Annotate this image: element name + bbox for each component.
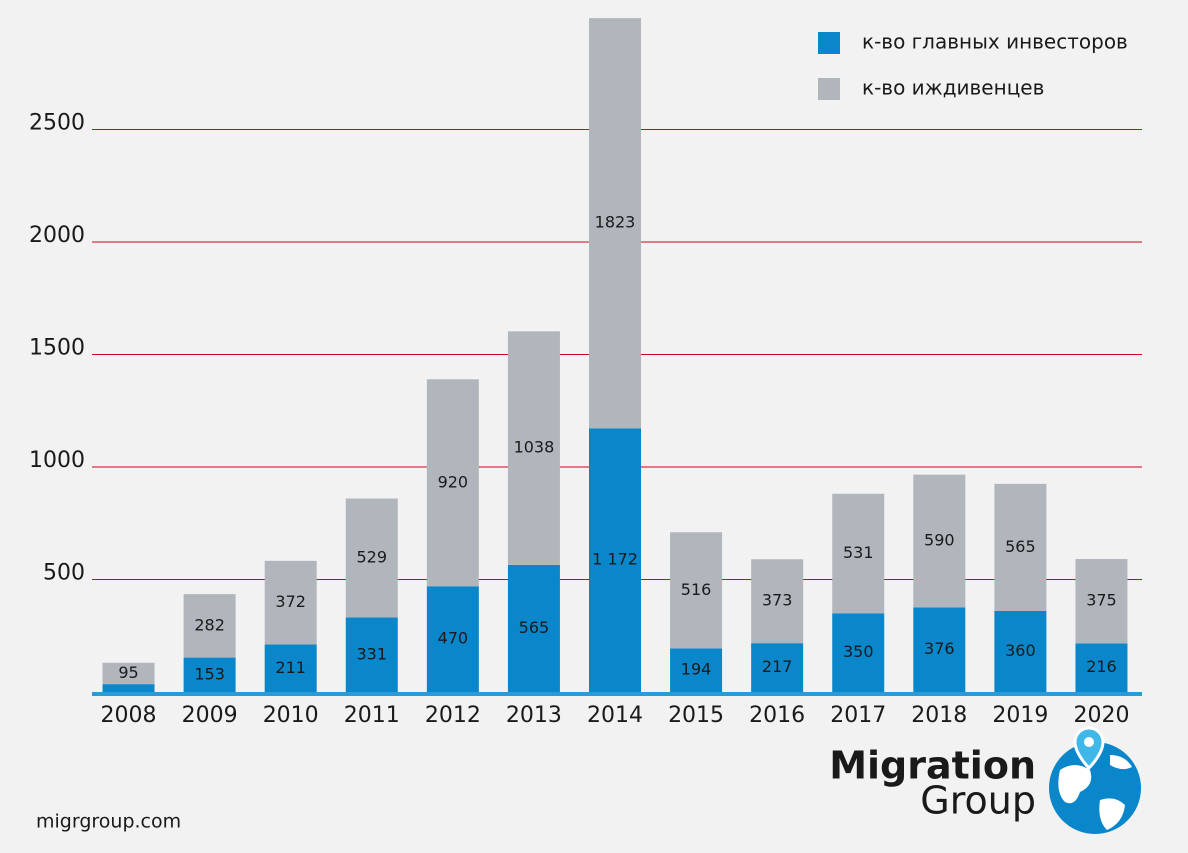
- value-label: 373: [762, 591, 793, 610]
- bar-segment: [507, 331, 560, 565]
- x-tick-label: 2020: [1073, 703, 1129, 728]
- bar-segment: [832, 493, 885, 614]
- bar-segment: [589, 18, 641, 429]
- x-tick-label: 2011: [344, 703, 400, 728]
- value-label: 331: [356, 644, 387, 663]
- value-label: 95: [118, 663, 138, 682]
- bar-segment: [507, 564, 560, 692]
- value-label: 1038: [514, 438, 555, 457]
- x-tick-label: 2014: [587, 703, 643, 728]
- value-label: 1823: [595, 213, 636, 232]
- value-label: 216: [1086, 657, 1117, 676]
- bar-segment: [1075, 643, 1128, 692]
- bar-segment: [670, 648, 723, 692]
- value-label: 376: [924, 639, 955, 658]
- x-tick-label: 2008: [101, 703, 157, 728]
- bar-segment: [1075, 559, 1128, 644]
- value-label: 153: [194, 664, 225, 683]
- x-tick-label: 2019: [992, 703, 1048, 728]
- y-tick-label: 1000: [29, 448, 85, 473]
- value-label: 590: [924, 531, 955, 550]
- logo-pin: [1073, 726, 1105, 771]
- value-label: 350: [843, 642, 874, 661]
- value-label: 372: [275, 592, 306, 611]
- value-label: 211: [275, 658, 306, 677]
- value-label: 531: [843, 543, 874, 562]
- bar-segment: [913, 607, 966, 692]
- site-url: migrgroup.com: [36, 811, 181, 833]
- logo-pin-dot: [1084, 737, 1094, 747]
- logo-text: Group: [920, 779, 1036, 823]
- x-tick-label: 2013: [506, 703, 562, 728]
- bar-segment: [751, 559, 804, 644]
- bar-segment: [102, 662, 155, 685]
- y-tick-label: 1500: [29, 336, 85, 361]
- x-tick-label: 2015: [668, 703, 724, 728]
- bar-segment: [994, 483, 1047, 611]
- bar-segment: [102, 684, 155, 692]
- bar-segment: [183, 594, 236, 658]
- x-tick-label: 2012: [425, 703, 481, 728]
- bar-segment: [589, 428, 641, 692]
- bar-segment: [264, 644, 317, 692]
- y-tick-label: 2500: [29, 111, 85, 136]
- bar-segment: [751, 643, 804, 692]
- bar-segment: [994, 611, 1047, 692]
- value-label: 1 172: [592, 550, 638, 569]
- logo: Migration Group: [829, 726, 1141, 834]
- bar-segment: [670, 532, 723, 649]
- value-label: 282: [194, 615, 225, 634]
- value-label: 529: [356, 548, 387, 567]
- bar-segment: [832, 613, 885, 692]
- y-tick-label: 2000: [29, 223, 85, 248]
- legend-swatch: [818, 78, 840, 100]
- bar-segment: [913, 474, 966, 608]
- legend-swatch: [818, 32, 840, 54]
- y-tick-label: 500: [43, 561, 85, 586]
- bar-segment: [345, 617, 398, 692]
- logo-text: Migration: [829, 744, 1036, 788]
- legend-label: к-во главных инвесторов: [862, 30, 1128, 54]
- x-tick-label: 2017: [830, 703, 886, 728]
- x-tick-label: 2010: [263, 703, 319, 728]
- value-label: 565: [1005, 537, 1036, 556]
- bar-segment: [345, 498, 398, 618]
- bar-segment: [264, 560, 317, 645]
- bar-segment: [426, 586, 479, 692]
- value-label: 194: [681, 660, 712, 679]
- value-label: 360: [1005, 641, 1036, 660]
- x-tick-label: 2018: [911, 703, 967, 728]
- value-label: 565: [519, 618, 550, 637]
- value-label: 516: [681, 580, 712, 599]
- value-label: 375: [1086, 591, 1117, 610]
- x-tick-label: 2009: [182, 703, 238, 728]
- bar-segment: [183, 657, 236, 692]
- logo-continents: [1058, 755, 1132, 830]
- value-label: 920: [438, 472, 469, 491]
- legend-label: к-во иждивенцев: [862, 76, 1044, 100]
- bar-segment: [426, 379, 479, 587]
- x-tick-label: 2016: [749, 703, 805, 728]
- value-label: 217: [762, 657, 793, 676]
- value-label: 470: [438, 629, 469, 648]
